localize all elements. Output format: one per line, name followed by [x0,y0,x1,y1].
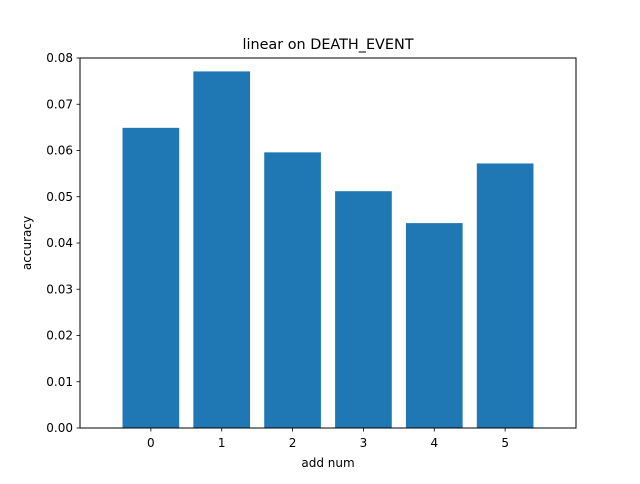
x-tick-label: 5 [501,436,509,450]
y-tick-label: 0.08 [46,51,73,65]
bar-1 [193,71,251,428]
chart-title: linear on DEATH_EVENT [242,37,413,53]
y-tick-label: 0.03 [46,282,73,296]
bar-4 [405,223,463,428]
y-tick-label: 0.06 [46,144,73,158]
y-tick-label: 0.07 [46,97,73,111]
y-tick-label: 0.02 [46,329,73,343]
y-tick-label: 0.00 [46,421,73,435]
x-tick-label: 0 [147,436,155,450]
x-axis-label: add num [301,456,354,470]
bar-0 [122,127,180,428]
bars [122,71,534,428]
x-tick-label: 1 [218,436,226,450]
bar-2 [264,152,321,428]
x-tick-label: 2 [289,436,297,450]
x-tick-label: 4 [430,436,438,450]
axes-frame [79,57,577,429]
bar-3 [335,191,392,428]
y-tick-label: 0.01 [46,375,73,389]
y-axis-label: accuracy [20,216,34,270]
y-axis: 0.00 0.01 0.02 0.03 0.04 0.05 0.06 0.07 0.08 [46,51,80,435]
y-tick-label: 0.04 [46,236,73,250]
bar-5 [476,163,534,428]
x-tick-label: 3 [360,436,368,450]
x-axis: 0 1 2 3 4 5 [147,428,509,450]
y-tick-label: 0.05 [46,190,73,204]
